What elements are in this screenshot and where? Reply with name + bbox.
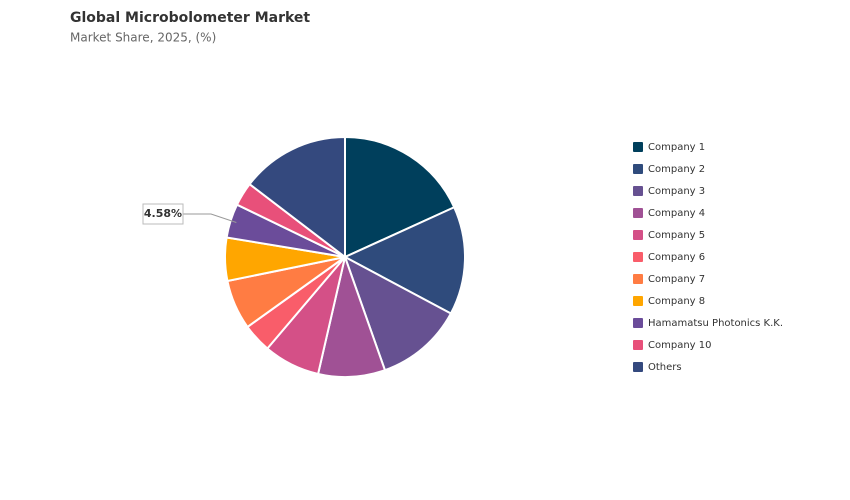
legend-swatch	[633, 318, 643, 328]
legend-label: Company 10	[648, 340, 711, 351]
legend-label: Company 1	[648, 142, 705, 153]
legend-swatch	[633, 230, 643, 240]
data-label: 4.58%	[144, 207, 182, 220]
legend-label: Hamamatsu Photonics K.K.	[648, 318, 783, 329]
pie-slice	[343, 254, 453, 372]
legend-swatch	[633, 362, 643, 372]
legend-label: Company 5	[648, 230, 705, 241]
legend-label: Company 2	[648, 164, 705, 175]
legend-swatch	[633, 142, 643, 152]
legend-label: Others	[648, 362, 682, 373]
label-box	[142, 203, 184, 225]
legend-swatch	[633, 296, 643, 306]
legend-label: Company 7	[648, 274, 705, 285]
legend-label: Company 6	[648, 252, 705, 263]
legend-label: Company 8	[648, 296, 705, 307]
legend-swatch	[633, 164, 643, 174]
legend-swatch	[633, 252, 643, 262]
label-leader	[183, 213, 237, 223]
legend-label: Company 4	[648, 208, 705, 219]
chart-title: Global Microbolometer Market	[70, 10, 310, 26]
chart-subtitle: Market Share, 2025, (%)	[70, 31, 216, 45]
legend-swatch	[633, 186, 643, 196]
pie-slice	[342, 205, 466, 315]
legend-swatch	[633, 340, 643, 350]
pie-slice	[344, 135, 456, 259]
legend-swatch	[633, 208, 643, 218]
legend-label: Company 3	[648, 186, 705, 197]
pie-slice	[248, 135, 346, 260]
legend-swatch	[633, 274, 643, 284]
